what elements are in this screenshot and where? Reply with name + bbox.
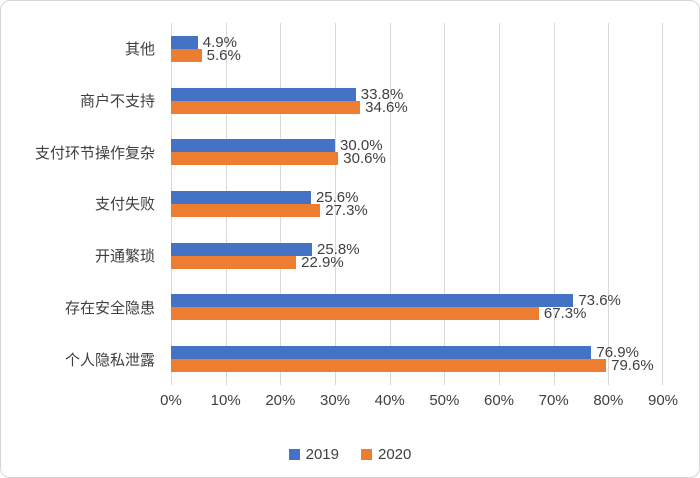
bar-group: 25.8% 22.9% xyxy=(171,230,663,282)
data-label: 27.3% xyxy=(325,201,368,219)
x-tick-label: 50% xyxy=(429,392,460,409)
data-label: 30.0% xyxy=(340,137,383,155)
bar-group: 25.6% 27.3% xyxy=(171,178,663,230)
x-tick-label: 30% xyxy=(319,392,351,409)
data-label: 25.8% xyxy=(317,240,360,258)
category-label: 个人隐私泄露 xyxy=(64,351,155,369)
category-label: 支付环节操作复杂 xyxy=(34,144,155,162)
gridline xyxy=(553,23,555,385)
bar-group: 76.9% 79.6% xyxy=(171,333,663,385)
x-tick-label: 40% xyxy=(374,392,405,409)
data-label: 5.6% xyxy=(206,46,241,64)
bar-2019 xyxy=(171,190,311,204)
bar-rows: 4.9% 5.6% 33.8% 34.6% 30.0% 30.6% 25.6% 27.3% 25… xyxy=(171,23,663,385)
data-label: 4.9% xyxy=(202,33,237,51)
bar-2020 xyxy=(171,48,202,62)
gridline xyxy=(444,23,446,385)
bar-2020 xyxy=(171,255,297,269)
gridline xyxy=(389,23,391,385)
data-label: 30.6% xyxy=(343,150,386,168)
bar-group: 4.9% 5.6% xyxy=(171,23,663,75)
x-axis: 0% 10% 20% 30% 40% 50% 60% 70% 80% 90% xyxy=(160,392,678,412)
bar-group: 73.6% 67.3% xyxy=(171,282,663,334)
category-label: 商户不支持 xyxy=(79,93,155,111)
category-label: 开通繁琐 xyxy=(94,248,155,266)
data-label: 34.6% xyxy=(365,98,408,116)
legend-label: 2019 xyxy=(305,446,339,463)
x-tick-label: 0% xyxy=(160,392,182,409)
bar-2019 xyxy=(171,139,335,153)
data-label: 22.9% xyxy=(301,253,344,271)
x-tick-label: 90% xyxy=(647,392,679,409)
data-label: 73.6% xyxy=(578,292,621,310)
gridline xyxy=(334,23,336,385)
data-label: 67.3% xyxy=(543,305,587,323)
bar-2019 xyxy=(171,87,356,101)
x-tick-label: 70% xyxy=(538,392,569,409)
x-tick-label: 60% xyxy=(483,392,515,409)
gridline xyxy=(608,23,610,385)
category-axis: 其他商户不支持支付环节操作复杂支付失败开通繁琐存在安全隐患 个人隐私泄露 xyxy=(1,23,163,385)
x-tick-label: 10% xyxy=(210,392,241,409)
x-tick-label: 20% xyxy=(265,392,296,409)
bar-2019 xyxy=(171,35,198,49)
bar-2020 xyxy=(171,359,607,373)
legend-item-2020: 2020 xyxy=(361,446,411,463)
legend-item-2019: 2019 xyxy=(288,446,339,463)
bar-2020 xyxy=(171,203,321,217)
plot-area: 4.9% 5.6% 33.8% 34.6% 30.0% 30.6% 25.6% 27.3% 25… xyxy=(171,23,663,385)
data-label: 33.8% xyxy=(360,85,404,103)
bar-group: 30.0% 30.6% xyxy=(171,126,663,178)
bar-2019 xyxy=(171,346,592,360)
category-label: 支付失败 xyxy=(94,196,155,214)
bar-2019 xyxy=(171,242,313,256)
legend-marker-2020 xyxy=(361,449,372,460)
legend-label: 2020 xyxy=(378,446,412,463)
category-label: 存在安全隐患 xyxy=(64,299,155,317)
legend: 2019 2020 xyxy=(1,446,699,463)
bar-2019 xyxy=(171,294,574,308)
bar-group: 33.8% 34.6% xyxy=(171,75,663,127)
data-label: 76.9% xyxy=(596,344,639,362)
bar-2020 xyxy=(171,307,539,321)
category-label: 其他 xyxy=(124,41,155,59)
gridline xyxy=(662,23,663,385)
x-tick-label: 80% xyxy=(593,392,624,409)
bar-2020 xyxy=(171,100,361,114)
legend-marker-2019 xyxy=(288,449,300,460)
bar-2020 xyxy=(171,152,339,166)
data-label: 79.6% xyxy=(611,357,654,375)
data-label: 25.6% xyxy=(315,188,359,206)
gridline xyxy=(498,23,500,385)
